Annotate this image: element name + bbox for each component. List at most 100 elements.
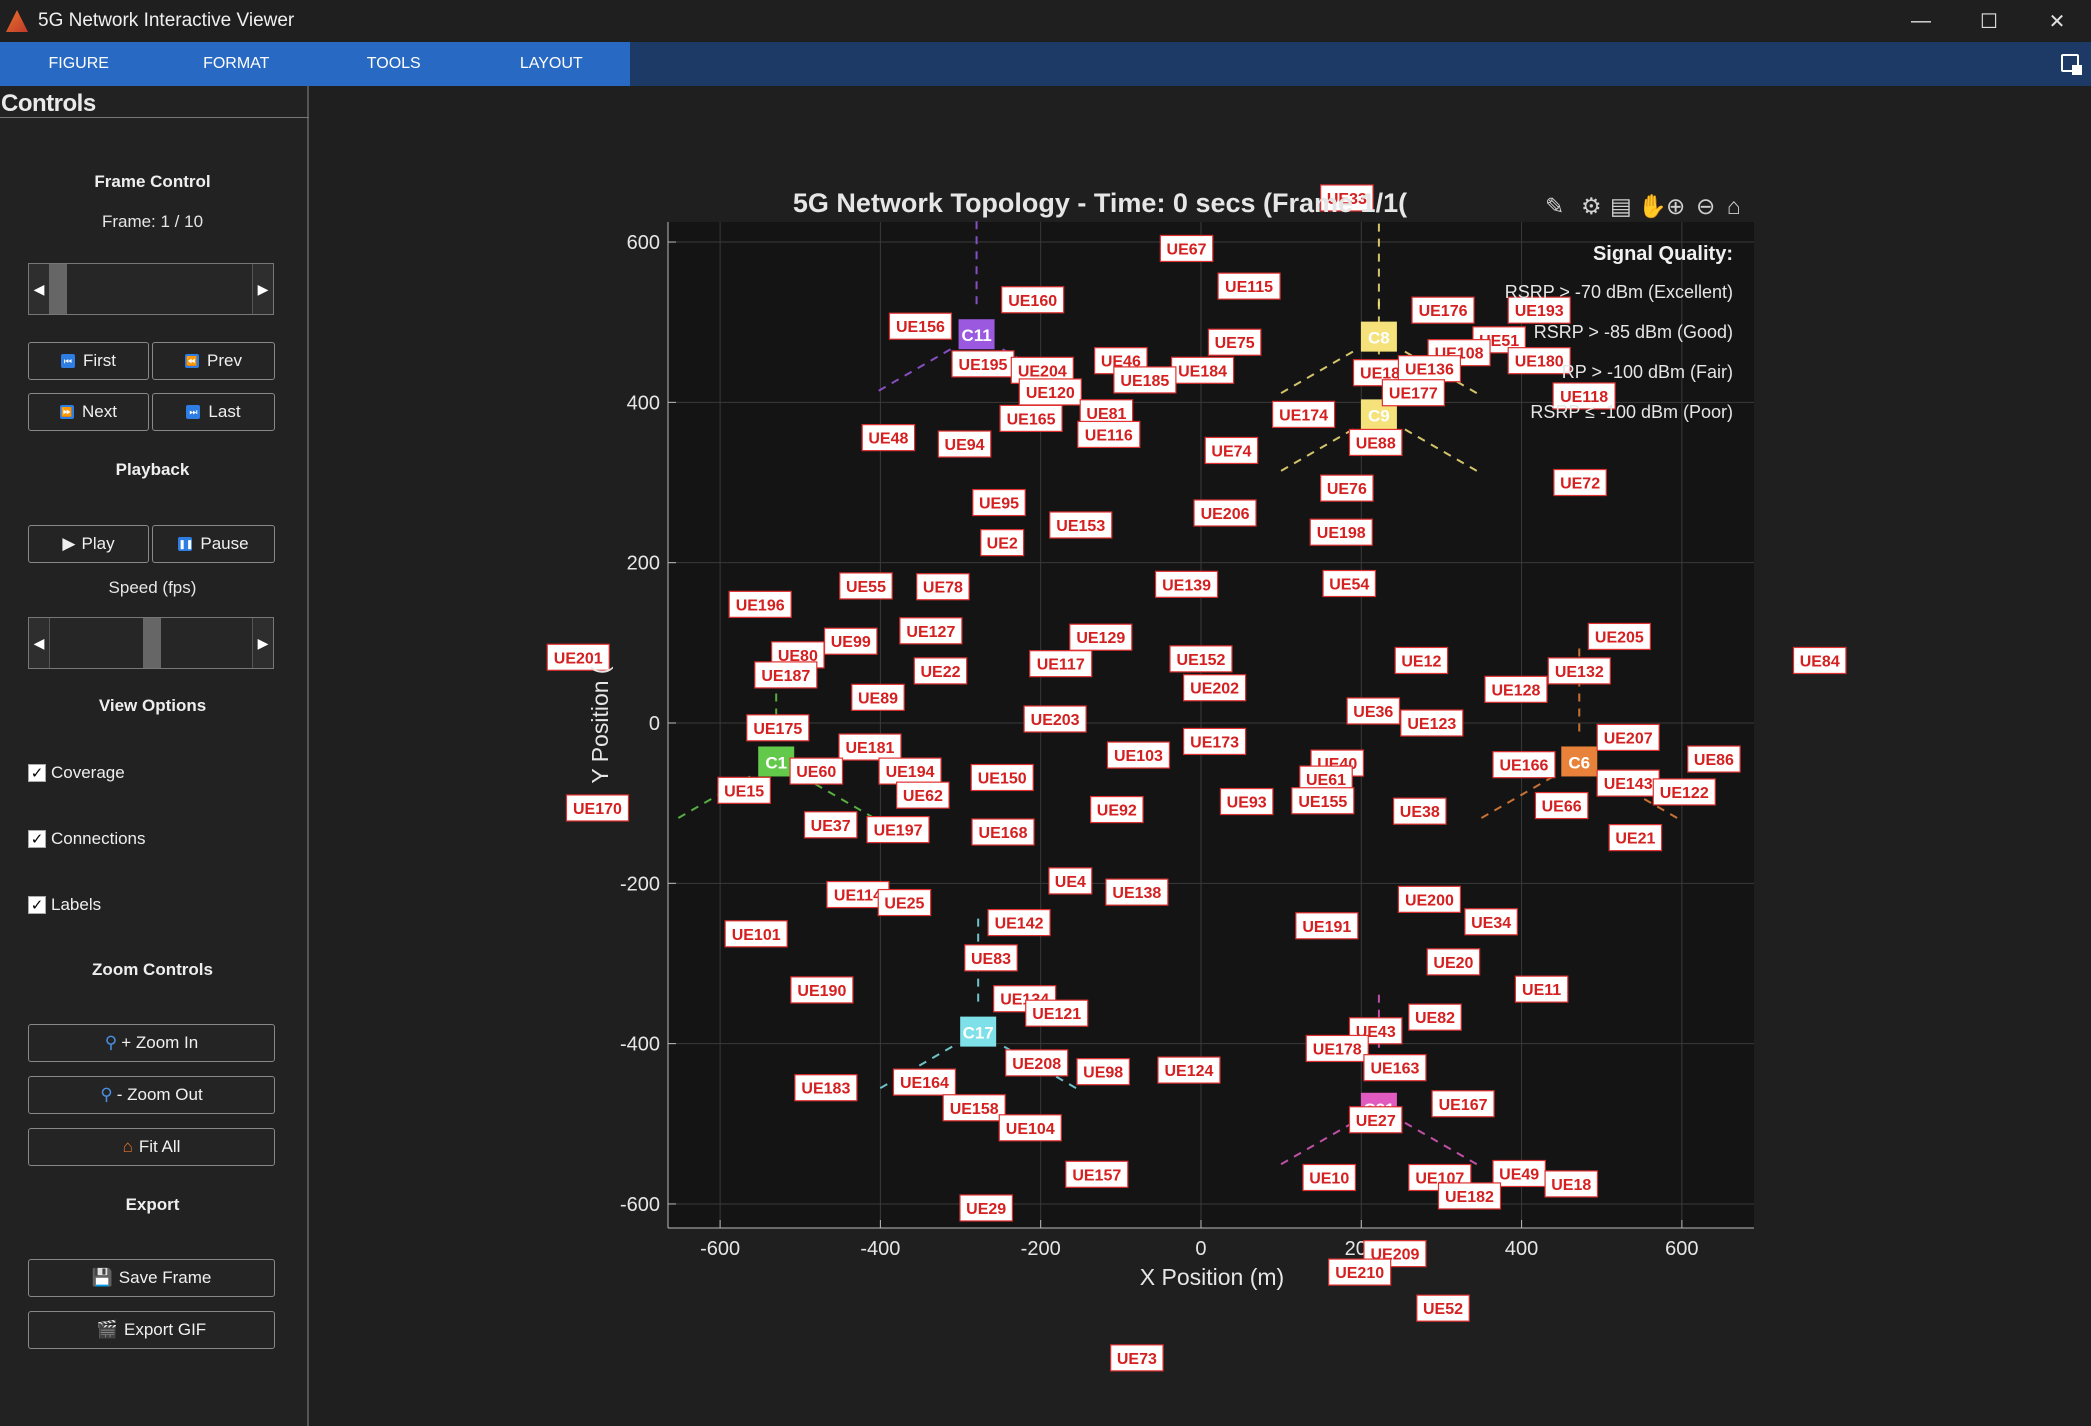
ue-label: UE182 xyxy=(1445,1189,1494,1206)
maximize-icon[interactable]: ☐ xyxy=(1980,10,1998,33)
ue-label: UE118 xyxy=(1560,389,1608,406)
next-button[interactable]: ⏩ Next xyxy=(28,393,149,431)
minimize-icon[interactable]: — xyxy=(1911,9,1931,32)
labels-checkbox[interactable]: ✓ Labels xyxy=(28,895,101,915)
speed-slider[interactable]: ◀ ▶ xyxy=(28,617,274,669)
ue-label: UE136 xyxy=(1405,362,1454,379)
ue-label: UE116 xyxy=(1085,427,1133,444)
frame-slider[interactable]: ◀ ▶ xyxy=(28,263,274,315)
tab-figure[interactable]: FIGURE xyxy=(48,55,109,72)
ue-label-box xyxy=(1309,518,1373,546)
ue-label: UE198 xyxy=(1317,525,1366,542)
zoom-out-button[interactable]: ⚲ - Zoom Out xyxy=(28,1076,275,1114)
pan-icon[interactable]: ✋ xyxy=(1638,193,1667,219)
y-tick-label: 0 xyxy=(649,713,660,735)
controls-panel: Controls Frame Control Frame: 1 / 10 ◀ ▶… xyxy=(0,86,309,1426)
first-button[interactable]: ⏮ First xyxy=(28,342,149,380)
ue-label: UE18 xyxy=(1551,1177,1591,1194)
ue-label: UE103 xyxy=(1114,748,1163,765)
last-button[interactable]: ⏭ Last xyxy=(152,393,275,431)
pause-label: Pause xyxy=(200,534,249,553)
frame-slider-thumb[interactable] xyxy=(49,264,67,314)
slider-right-arrow-icon[interactable]: ▶ xyxy=(252,264,273,314)
chart-title: 5G Network Topology - Time: 0 secs (Fram… xyxy=(793,188,1407,218)
x-tick-label: -600 xyxy=(700,1238,740,1260)
cell-marker xyxy=(758,746,795,777)
export-heading: Export xyxy=(125,1195,180,1214)
ue-label: UE164 xyxy=(900,1075,949,1092)
connections-checkbox[interactable]: ✓ Connections xyxy=(28,829,146,849)
tab-tools[interactable]: TOOLS xyxy=(366,55,421,72)
slider-left-arrow-icon[interactable]: ◀ xyxy=(29,264,50,314)
checkmark-icon[interactable]: ✓ xyxy=(28,830,46,848)
ue-label-box xyxy=(1069,623,1133,651)
tab-format[interactable]: FORMAT xyxy=(203,55,270,72)
legend: Signal Quality: RSRP > -70 dBm (Excellent… xyxy=(1505,243,1733,422)
ue-label-box xyxy=(1299,765,1353,793)
y-axis-label: Y Position ( xyxy=(587,666,613,784)
ue-label: UE203 xyxy=(1031,712,1080,729)
ue-label-box xyxy=(1400,709,1464,737)
ue-label-box xyxy=(1397,885,1462,913)
ue-label-box xyxy=(1023,705,1087,733)
checkmark-icon[interactable]: ✓ xyxy=(28,896,46,914)
zoom-in-button[interactable]: ⚲ + Zoom In xyxy=(28,1024,275,1062)
ue-label-box xyxy=(1079,399,1134,427)
coverage-line xyxy=(676,775,751,820)
ue-label: UE174 xyxy=(1279,407,1328,424)
datatip-list-icon[interactable]: ▤ xyxy=(1610,193,1632,219)
ue-label: UE204 xyxy=(1018,363,1067,380)
play-button[interactable]: ▶ Play xyxy=(28,525,149,563)
zoom-in-icon[interactable]: ⊕ xyxy=(1666,193,1685,219)
frame-label: Frame: 1 / 10 xyxy=(101,212,204,231)
pause-icon: ❚❚ xyxy=(178,537,194,551)
ue-label: UE95 xyxy=(979,496,1019,513)
ue-label: UE21 xyxy=(1615,831,1655,848)
ue-label-box xyxy=(1492,1159,1546,1188)
ue-label-box xyxy=(1416,1294,1470,1322)
legend-entry: RP > -100 dBm (Fair) xyxy=(1562,362,1733,382)
ue-label-box xyxy=(790,976,854,1004)
playback-heading: Playback xyxy=(115,460,190,479)
speed-left-arrow-icon[interactable]: ◀ xyxy=(29,618,50,668)
ue-label-box xyxy=(1010,356,1074,384)
ue-label-box xyxy=(1348,428,1403,457)
ue-label: UE82 xyxy=(1415,1010,1455,1027)
speed-right-arrow-icon[interactable]: ▶ xyxy=(252,618,273,668)
coverage-checkbox[interactable]: ✓ Coverage xyxy=(28,763,125,783)
rewind-icon: ⏪ xyxy=(185,354,200,368)
ue-label-box xyxy=(1305,1034,1369,1063)
save-frame-button[interactable]: 💾 Save Frame xyxy=(28,1259,275,1297)
play-icon: ▶ xyxy=(62,534,76,553)
restore-view-icon[interactable]: ⌂ xyxy=(1727,193,1741,219)
ue-label: UE167 xyxy=(1439,1097,1488,1114)
cell-label: C17 xyxy=(963,1024,994,1043)
brush-icon[interactable]: ✎ xyxy=(1545,193,1564,219)
ue-label: UE185 xyxy=(1120,373,1169,390)
zoom-out-icon[interactable]: ⊖ xyxy=(1696,193,1715,219)
checkmark-icon[interactable]: ✓ xyxy=(28,764,46,782)
undock-icon[interactable] xyxy=(2061,54,2082,75)
ue-label-box xyxy=(1271,400,1336,428)
ue-label-box xyxy=(937,430,992,458)
speed-slider-thumb[interactable] xyxy=(143,618,161,668)
ue-label-box xyxy=(1464,908,1518,936)
ue-label-box xyxy=(1090,795,1144,824)
window-title: 5G Network Interactive Viewer xyxy=(38,10,295,31)
ue-label-box xyxy=(1193,499,1257,527)
close-icon[interactable]: ✕ xyxy=(2048,10,2066,33)
fit-all-button[interactable]: ⌂ Fit All xyxy=(28,1128,275,1166)
title-bar: 5G Network Interactive Viewer — ☐ ✕ xyxy=(0,0,2091,42)
ue-label-box xyxy=(942,1094,1006,1122)
ue-label-box xyxy=(803,811,858,839)
data-tip-icon[interactable]: ⚙ xyxy=(1581,193,1602,219)
prev-button[interactable]: ⏪ Prev xyxy=(152,342,275,380)
ue-label-box xyxy=(1170,356,1235,384)
ue-label: UE115 xyxy=(1225,279,1273,296)
cell-label: C1 xyxy=(765,753,787,772)
coverage-line xyxy=(801,775,877,820)
pause-button[interactable]: ❚❚ Pause xyxy=(152,525,275,563)
export-gif-button[interactable]: 🎬 Export GIF xyxy=(28,1311,275,1349)
ue-label: UE160 xyxy=(1008,293,1057,310)
tab-layout[interactable]: LAYOUT xyxy=(519,55,583,72)
